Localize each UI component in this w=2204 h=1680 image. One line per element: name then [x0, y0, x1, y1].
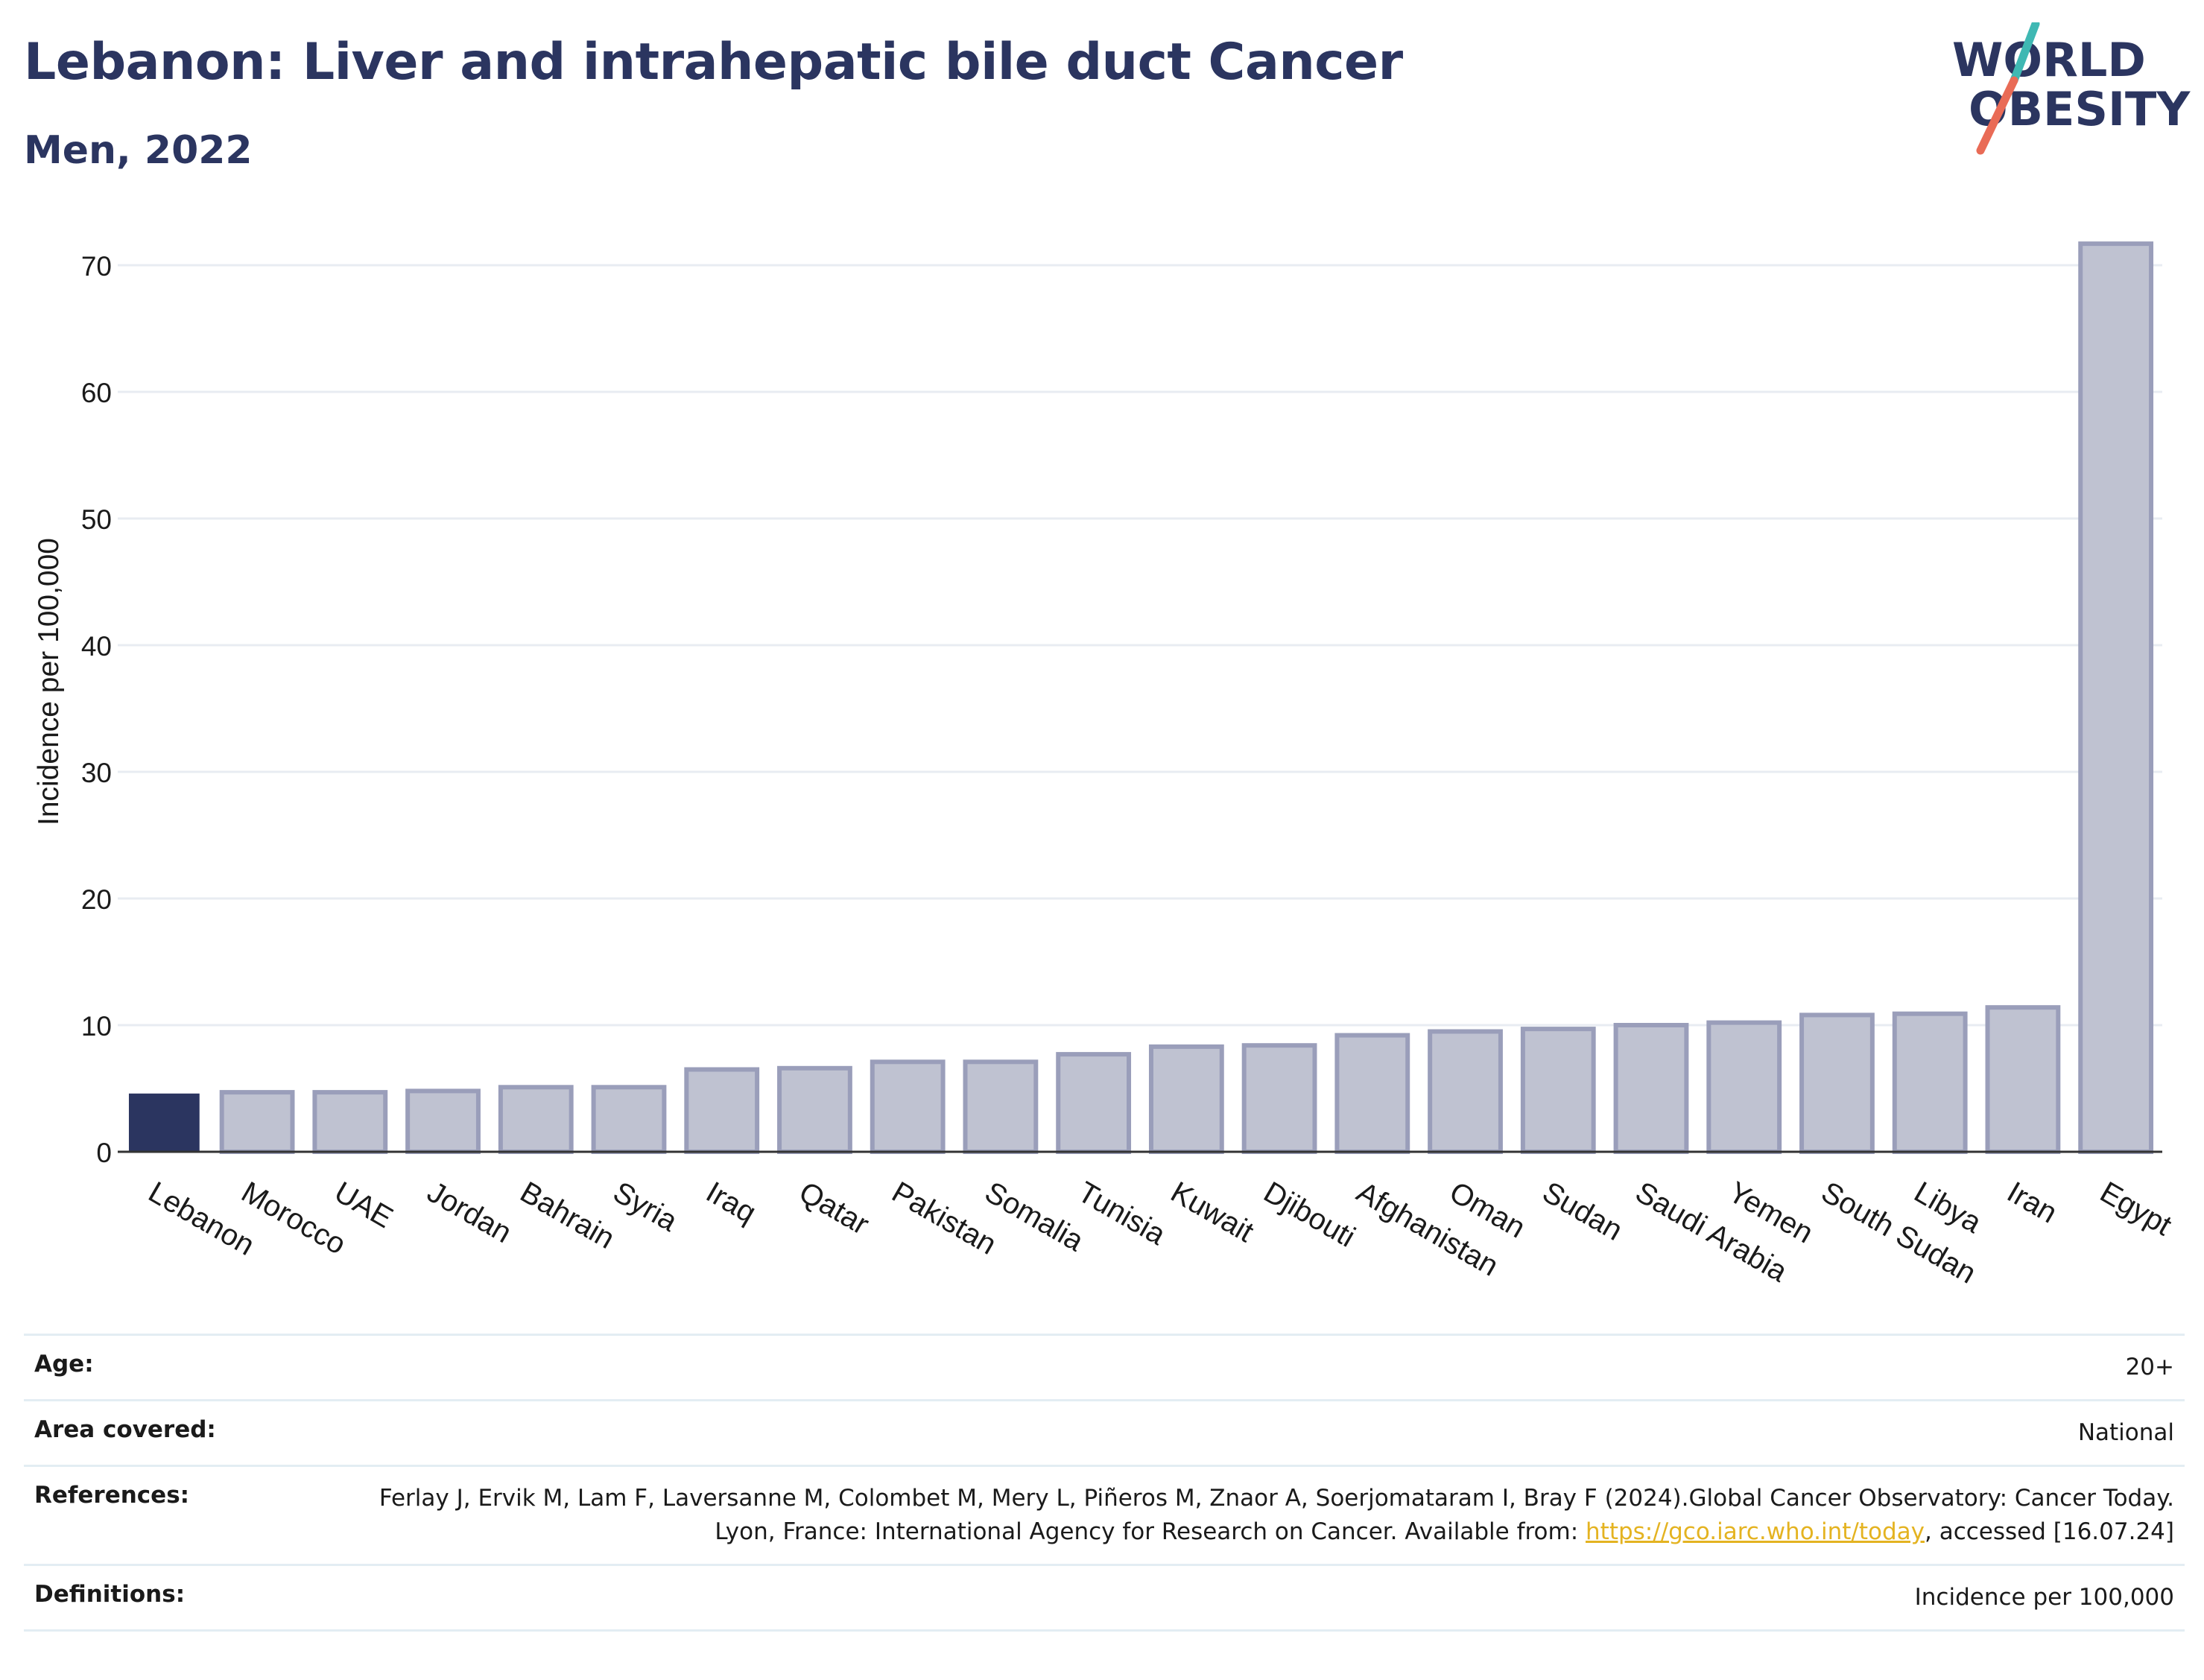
bar-libya	[1892, 1011, 1968, 1154]
x-tick-label: Djibouti	[1258, 1176, 1361, 1254]
x-tick-label: Iran	[2001, 1176, 2062, 1230]
x-tick-label: Morocco	[236, 1176, 352, 1261]
meta-row-age: Age: 20+	[24, 1334, 2185, 1399]
bar-jordan	[405, 1088, 481, 1155]
y-tick-label: 20	[81, 884, 112, 915]
y-axis-label: Incidence per 100,000	[33, 538, 65, 825]
bar-south-sudan	[1799, 1012, 1875, 1155]
y-tick-label: 50	[81, 504, 112, 535]
bar-lebanon	[128, 1093, 200, 1152]
y-axis: 0 10 20 30 40 50 60 70	[81, 251, 112, 1168]
y-tick-label: 10	[81, 1011, 112, 1042]
bar-uae	[312, 1090, 388, 1154]
x-tick-label: Lebanon	[143, 1176, 260, 1262]
logo-slash-teal	[2010, 22, 2040, 85]
bars	[128, 241, 2154, 1155]
bar-pakistan	[870, 1059, 946, 1155]
y-tick-label: 30	[81, 758, 112, 788]
bar-yemen	[1706, 1020, 1782, 1154]
bar-somalia	[963, 1059, 1039, 1155]
logo-line-1: WORLD	[1952, 33, 2146, 87]
x-tick-label: Kuwait	[1165, 1176, 1259, 1249]
bar-kuwait	[1148, 1044, 1224, 1155]
chart-title: Lebanon: Liver and intrahepatic bile duc…	[24, 33, 1403, 92]
bar-egypt	[2078, 241, 2154, 1155]
meta-definitions-label: Definitions:	[34, 1580, 186, 1608]
references-link[interactable]: https://gco.iarc.who.int/today	[1586, 1518, 1925, 1545]
x-tick-label: Bahrain	[515, 1176, 620, 1255]
bar-iran	[1985, 1005, 2061, 1154]
grid-lines	[118, 264, 2162, 1027]
y-tick-label: 70	[81, 251, 112, 282]
bar-sudan	[1520, 1027, 1596, 1154]
x-tick-label: Somalia	[979, 1176, 1089, 1258]
x-tick-label: Jordan	[422, 1176, 517, 1249]
x-tick-label: Tunisia	[1072, 1176, 1171, 1252]
meta-references-value: Ferlay J, Ervik M, Lam F, Laversanne M, …	[311, 1482, 2174, 1549]
bar-bahrain	[498, 1085, 574, 1155]
meta-area-label: Area covered:	[34, 1416, 216, 1443]
x-tick-label: Qatar	[794, 1176, 875, 1241]
references-text: Ferlay J, Ervik M, Lam F, Laversanne M, …	[379, 1484, 2174, 1545]
meta-row-definitions: Definitions: Incidence per 100,000	[24, 1563, 2185, 1632]
bar-djibouti	[1241, 1043, 1317, 1154]
x-tick-label: Iraq	[700, 1176, 761, 1230]
x-tick-label: Sudan	[1537, 1176, 1628, 1247]
bar-afghanistan	[1334, 1033, 1410, 1154]
meta-age-label: Age:	[34, 1351, 94, 1378]
meta-row-area: Area covered: National	[24, 1398, 2185, 1465]
chart-subtitle: Men, 2022	[24, 128, 253, 173]
x-tick-label: Egypt	[2094, 1176, 2177, 1242]
x-tick-label: Pakistan	[887, 1176, 1002, 1261]
logo-slash-coral	[1976, 76, 2018, 155]
meta-area-value: National	[2077, 1419, 2174, 1446]
bar-tunisia	[1056, 1052, 1132, 1154]
x-tick-label: South Sudan	[1816, 1176, 1981, 1290]
bar-iraq	[684, 1067, 760, 1154]
bar-qatar	[777, 1065, 852, 1155]
y-tick-label: 40	[81, 631, 112, 662]
meta-definitions-value: Incidence per 100,000	[1914, 1583, 2174, 1611]
bar-oman	[1428, 1029, 1503, 1154]
meta-age-value: 20+	[2125, 1354, 2174, 1381]
references-text-end: , accessed [16.07.24]	[1924, 1518, 2174, 1545]
y-tick-label: 60	[81, 378, 112, 408]
y-tick-label: 0	[96, 1138, 112, 1168]
meta-row-references: References: Ferlay J, Ervik M, Lam F, La…	[24, 1464, 2185, 1564]
bar-morocco	[219, 1090, 295, 1154]
world-obesity-logo: WORLD OBESITY	[1952, 22, 2191, 155]
bar-syria	[591, 1085, 667, 1155]
metadata-table: Age: 20+ Area covered: National Referenc…	[24, 1334, 2185, 1632]
bar-saudi-arabia	[1613, 1023, 1689, 1154]
meta-references-label: References:	[34, 1481, 190, 1509]
